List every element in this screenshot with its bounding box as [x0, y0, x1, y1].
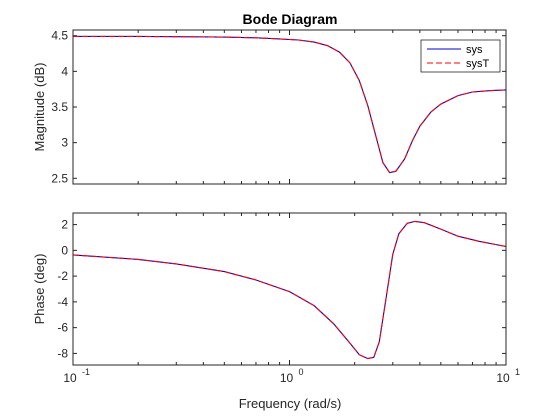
y-axis-label: Phase (deg)	[32, 254, 47, 325]
panel-2: -8 -6 -4 -2 0 2 Phase (deg)	[32, 212, 507, 366]
series-line-sysT	[73, 220, 506, 360]
y-tick-label: -4	[57, 295, 68, 309]
x-tick-label: 10	[280, 371, 294, 385]
x-axis-label: Frequency (rad/s)	[239, 396, 342, 411]
axes-background	[73, 213, 506, 365]
y-tick-label: 3	[61, 136, 68, 150]
x-tick-label: 10	[496, 371, 510, 385]
y-tick-label: 3.5	[51, 100, 68, 114]
x-tick-label-exponent: 0	[299, 367, 304, 377]
axes-box	[72, 29, 507, 185]
chart-title: Bode Diagram	[243, 11, 338, 27]
legend-label-sysT: sysT	[466, 58, 490, 70]
y-tick-label: -8	[57, 346, 68, 360]
y-tick-label: 4.5	[51, 29, 68, 43]
y-tick-label: 0	[61, 243, 68, 257]
y-tick-label: 2.5	[51, 171, 68, 185]
y-tick-label: -2	[57, 269, 68, 283]
legend-box	[420, 39, 501, 73]
series-line-sysT	[73, 35, 506, 174]
x-tick-label-exponent: 1	[515, 367, 520, 377]
x-tick-label-exponent: -1	[82, 367, 90, 377]
x-tick-label: 10	[63, 371, 77, 385]
legend-label-sys: sys	[466, 44, 483, 56]
plot-panels: 2.5 3 3.5 4 4.5 Magnitude (dB) -8 -6 -4 -2 0 2 Phase…	[32, 29, 520, 385]
axes-box	[72, 212, 507, 366]
y-axis-label: Magnitude (dB)	[32, 63, 47, 152]
y-tick-label: -6	[57, 321, 68, 335]
legend: sys sysT	[420, 39, 501, 73]
y-tick-label: 2	[61, 218, 68, 232]
y-tick-label: 4	[61, 64, 68, 78]
